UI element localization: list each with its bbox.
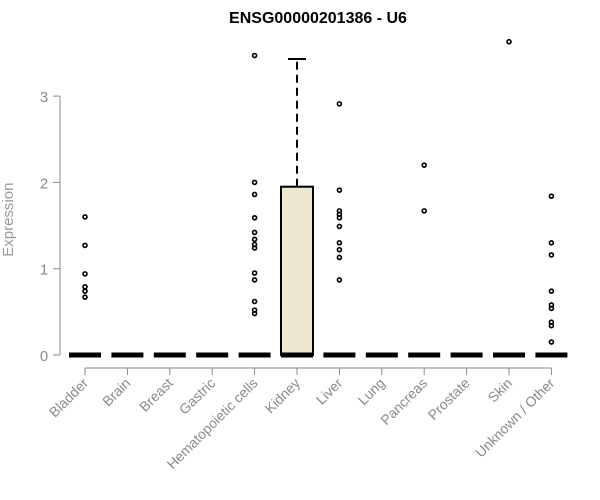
y-tick-label: 0 [40,348,48,365]
outlier-point [82,294,88,300]
x-tick-label: Kidney [262,375,304,417]
y-tick-label: 3 [40,89,48,106]
outlier-point [82,214,88,220]
outlier-point [336,223,343,230]
chart-title: ENSG00000201386 - U6 [229,10,407,27]
outlier-point [336,240,343,246]
outlier-point [548,339,555,345]
x-tick-label: Lung [355,375,388,408]
y-tick-label: 2 [40,175,48,192]
outlier-point [336,187,343,193]
outlier-point [251,191,258,198]
y-axis: 0 1 2 3 [40,89,61,365]
outlier-point [336,277,343,283]
outlier-point [421,208,428,214]
outlier-point [548,322,555,329]
outlier-point [82,271,88,277]
x-tick-label: Breast [136,375,176,415]
outlier-point [251,245,258,251]
outlier-point [251,52,258,59]
outlier-point [251,179,258,186]
outliers-group [82,38,555,345]
outlier-point [251,229,258,236]
outlier-point [548,240,555,246]
y-tick-label: 1 [40,262,48,279]
outlier-point [548,288,555,294]
outlier-point [251,214,258,221]
x-tick-label: Pancreas [377,375,430,428]
outlier-point [548,252,555,258]
x-tick-label: Brain [99,375,133,409]
outlier-point [336,254,343,261]
outlier-point [82,242,88,249]
x-tick-label: Prostate [425,375,473,423]
outlier-point [336,246,343,253]
x-tick-label: Unknown / Other [472,375,558,461]
outlier-point [251,277,258,283]
outlier-point [251,236,258,243]
box-5 [280,57,314,358]
outlier-point [82,288,88,294]
outlier-point [548,305,555,312]
outlier-point [251,270,258,276]
x-tick-label: Liver [313,375,346,408]
outlier-point [548,193,555,200]
outlier-point [251,298,258,305]
x-tick-label: Bladder [46,375,92,421]
outlier-point [251,310,258,317]
outlier-point [506,38,512,45]
outlier-point [421,162,428,168]
y-axis-label: Expression [0,183,17,257]
outlier-point [336,101,343,107]
outlier-point [82,284,88,290]
outlier-point [336,214,343,221]
iqr-box [280,185,314,356]
boxes-group [69,57,568,358]
x-tick-label: Skin [485,375,516,406]
